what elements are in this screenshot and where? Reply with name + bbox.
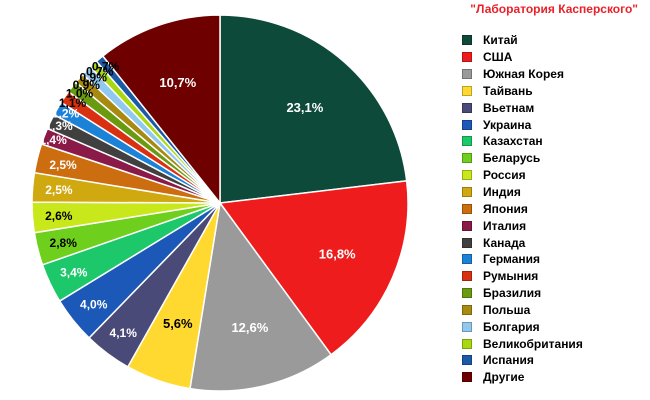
slice-data-label: 2,6%: [45, 209, 73, 223]
legend-label: Украина: [483, 117, 532, 132]
legend-label: Болгария: [483, 319, 540, 334]
legend-label: Италия: [483, 218, 527, 233]
slice-data-label: 0,9%: [73, 78, 101, 92]
legend-item: Вьетнам: [462, 99, 583, 116]
legend-item: Индия: [462, 184, 583, 201]
legend-swatch: [462, 85, 472, 96]
legend-item: Канада: [462, 234, 583, 251]
pie-slice: [101, 14, 221, 206]
legend-swatch: [462, 136, 472, 147]
slice-data-label: 5,6%: [163, 316, 193, 331]
pie-slice: [219, 14, 408, 204]
pie-slice: [189, 201, 333, 392]
legend-swatch: [462, 203, 472, 214]
legend-item: Китай: [462, 32, 583, 49]
slice-data-label: 2,8%: [50, 236, 78, 250]
legend-label: Испания: [483, 353, 534, 368]
slice-data-label: 1,3%: [45, 119, 73, 133]
slice-data-label: 1,0%: [66, 86, 94, 100]
legend-label: Япония: [483, 201, 528, 216]
legend-swatch: [462, 321, 472, 332]
legend-item: Россия: [462, 167, 583, 184]
legend-item: Япония: [462, 200, 583, 217]
legend-item: Румыния: [462, 268, 583, 285]
legend-item: Польша: [462, 302, 583, 319]
legend-item: Беларусь: [462, 150, 583, 167]
legend-item: Южная Корея: [462, 66, 583, 83]
legend-swatch: [462, 69, 472, 80]
slice-data-label: 0,7%: [92, 59, 120, 73]
slice-data-label: 3,4%: [60, 266, 88, 280]
legend-item: Тайвань: [462, 83, 583, 100]
legend-swatch: [462, 153, 472, 164]
legend-label: США: [483, 50, 513, 65]
legend: Китай США Южная Корея Тайвань Вьетнам Украина…: [462, 32, 583, 386]
pie-slice: [218, 180, 409, 356]
legend-swatch: [462, 254, 472, 265]
legend-item: Болгария: [462, 318, 583, 335]
legend-swatch: [462, 119, 472, 130]
legend-swatch: [462, 271, 472, 282]
legend-label: Великобритания: [483, 336, 583, 351]
legend-swatch: [462, 237, 472, 248]
legend-swatch: [462, 304, 472, 315]
legend-label: Другие: [483, 370, 525, 385]
legend-item: Казахстан: [462, 133, 583, 150]
legend-label: Вьетнам: [483, 100, 535, 115]
legend-label: Беларусь: [483, 151, 541, 166]
slice-data-label: 1,2%: [52, 107, 80, 121]
legend-swatch: [462, 355, 472, 366]
legend-swatch: [462, 338, 472, 349]
legend-label: Южная Корея: [483, 67, 564, 82]
legend-label: Казахстан: [483, 134, 543, 149]
slice-data-label: 1,4%: [39, 133, 67, 147]
slice-data-label: 0,7%: [86, 65, 114, 79]
legend-swatch: [462, 102, 472, 113]
legend-item: Другие: [462, 369, 583, 386]
legend-item: Украина: [462, 116, 583, 133]
slice-data-label: 16,8%: [319, 247, 356, 262]
legend-label: Индия: [483, 185, 521, 200]
legend-swatch: [462, 220, 472, 231]
legend-swatch: [462, 170, 472, 181]
legend-label: Бразилия: [483, 286, 542, 301]
legend-item: Италия: [462, 217, 583, 234]
legend-item: Германия: [462, 251, 583, 268]
slice-data-label: 12,6%: [231, 320, 268, 335]
legend-swatch: [462, 372, 472, 383]
slice-data-label: 4,1%: [110, 326, 138, 340]
legend-item: Великобритания: [462, 335, 583, 352]
slice-data-label: 4,0%: [80, 298, 108, 312]
slice-data-label: 2,5%: [45, 183, 73, 197]
legend-swatch: [462, 52, 472, 63]
legend-label: Румыния: [483, 269, 539, 284]
legend-swatch: [462, 288, 472, 299]
slice-data-label: 10,7%: [159, 75, 196, 90]
legend-label: Китай: [483, 33, 518, 48]
legend-label: Россия: [483, 168, 526, 183]
legend-item: Испания: [462, 352, 583, 369]
legend-item: Бразилия: [462, 285, 583, 302]
legend-label: Канада: [483, 235, 526, 250]
slice-data-label: 0,9%: [80, 71, 108, 85]
legend-label: Польша: [483, 302, 531, 317]
legend-label: Германия: [483, 252, 541, 267]
slice-data-label: 23,1%: [286, 100, 323, 115]
source-label: "Лаборатория Касперского": [470, 2, 638, 16]
legend-label: Тайвань: [483, 83, 533, 98]
legend-swatch: [462, 187, 472, 198]
slice-data-label: 1,1%: [59, 96, 87, 110]
slice-data-label: 2,5%: [49, 158, 77, 172]
legend-swatch: [462, 35, 472, 46]
legend-item: США: [462, 49, 583, 66]
